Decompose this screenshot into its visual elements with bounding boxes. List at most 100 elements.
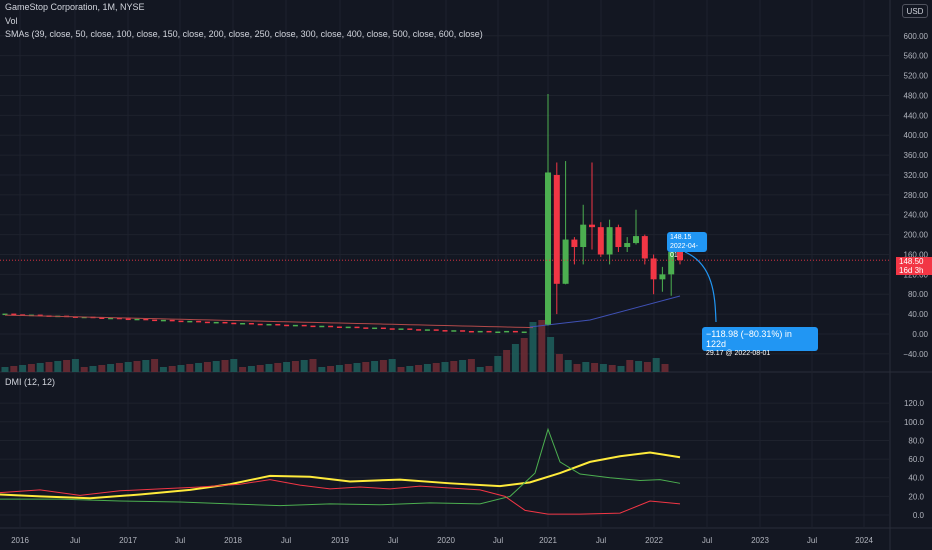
volume-bar (459, 360, 467, 372)
volume-bar (564, 360, 572, 372)
candle (248, 322, 254, 325)
volume-bar (80, 367, 88, 372)
currency-button[interactable]: USD (902, 4, 928, 18)
volume-bars (1, 320, 669, 372)
volume-bar (406, 366, 414, 372)
volume-bar (291, 361, 299, 372)
volume-bar (265, 364, 273, 372)
drop-bubble[interactable]: −118.98 (−80.31%) in 122d 29.17 @ 2022-0… (702, 327, 818, 357)
price-tick-label: 600.00 (904, 32, 929, 41)
candle (460, 330, 466, 332)
time-tick-label: 2019 (331, 536, 349, 545)
adx-line (0, 451, 681, 500)
candle (125, 318, 131, 321)
candle (407, 328, 413, 330)
candle (363, 327, 369, 329)
dmi-tick-label: 120.0 (904, 399, 925, 408)
candle (442, 330, 448, 332)
volume-bar (529, 322, 537, 372)
volume-bar (54, 361, 62, 372)
volume-bar (635, 361, 643, 372)
volume-bar (432, 363, 440, 372)
volume-bar (547, 337, 555, 372)
time-tick-label: Jul (281, 536, 291, 545)
volume-bar (10, 366, 18, 372)
price-tick-label: 360.00 (904, 151, 929, 160)
candle (597, 227, 604, 255)
candle (589, 224, 595, 228)
dmi-tick-label: 0.0 (913, 511, 925, 520)
volume-bar (582, 362, 590, 372)
sma-legend[interactable]: SMAs (39, close, 50, close, 100, close, … (5, 29, 483, 39)
volume-bar (353, 363, 361, 372)
plus-di-line (0, 427, 681, 507)
dmi-tick-label: 60.0 (908, 455, 924, 464)
time-tick-label: Jul (493, 536, 503, 545)
candle (99, 317, 105, 319)
volume-bar (335, 365, 343, 372)
high-date: 2022-04-01 (670, 243, 699, 259)
candle (389, 328, 395, 330)
time-tick-label: Jul (175, 536, 185, 545)
volume-bar (186, 364, 194, 372)
candle (380, 327, 386, 330)
candle (345, 326, 351, 329)
candle (354, 326, 360, 329)
last-price: 148.50 (899, 257, 924, 266)
candle (677, 251, 683, 261)
volume-bar (617, 366, 625, 372)
candle (134, 318, 140, 321)
candle (668, 251, 675, 275)
minus-di-line (0, 479, 681, 515)
volume-bar (89, 366, 97, 372)
price-tick-label: 200.00 (904, 231, 929, 240)
candle (486, 330, 492, 333)
volume-bar (142, 360, 150, 372)
price-tick-label: 440.00 (904, 111, 929, 120)
time-axis[interactable]: 2016 Jul 2017 Jul 2018 Jul 2019 Jul 2020 Jul 2021 J… (11, 536, 873, 545)
candle (451, 330, 457, 332)
candle (152, 319, 158, 322)
volume-bar (98, 365, 106, 372)
price-tick-label: 280.00 (904, 191, 929, 200)
symbol-title[interactable]: GameStop Corporation, 1M, NYSE (5, 2, 145, 12)
volume-bar (283, 362, 291, 372)
time-tick-label: 2022 (645, 536, 663, 545)
dmi-axis[interactable]: 120.0 100.0 80.0 60.0 40.0 20.0 0.0 (904, 399, 925, 520)
volume-bar (661, 364, 669, 372)
candle (301, 324, 307, 327)
volume-bar (423, 364, 431, 372)
price-axis[interactable]: 600.00 560.00 520.00 480.00 440.00 400.00 360.… (903, 32, 928, 359)
candle (328, 325, 334, 328)
high-bubble[interactable]: 148.15 2022-04-01 (667, 232, 707, 259)
volume-bar (71, 359, 79, 372)
candle (580, 224, 587, 248)
volume-bar (221, 360, 229, 372)
price-tick-label: 320.00 (904, 171, 929, 180)
candles (0, 93, 890, 326)
candle (284, 324, 290, 327)
candle (562, 239, 569, 284)
candle (553, 174, 560, 284)
volume-bar (388, 359, 396, 372)
candle (187, 320, 193, 323)
candle (240, 322, 246, 325)
sma-line (529, 295, 681, 328)
price-tick-label: 80.00 (908, 290, 929, 299)
price-tick-label: 40.00 (908, 310, 929, 319)
candle (545, 172, 551, 325)
price-tick-label: −40.00 (903, 350, 928, 359)
candle (292, 324, 298, 327)
price-tick-label: 520.00 (904, 72, 929, 81)
dmi-label[interactable]: DMI (12, 12) (5, 377, 56, 387)
volume-bar (45, 362, 53, 372)
volume-bar (599, 364, 607, 372)
volume-legend[interactable]: Vol (5, 16, 18, 26)
candle (266, 323, 272, 326)
volume-bar (177, 365, 185, 372)
time-tick-label: 2018 (224, 536, 242, 545)
volume-bar (362, 362, 370, 372)
volume-bar (626, 360, 634, 372)
